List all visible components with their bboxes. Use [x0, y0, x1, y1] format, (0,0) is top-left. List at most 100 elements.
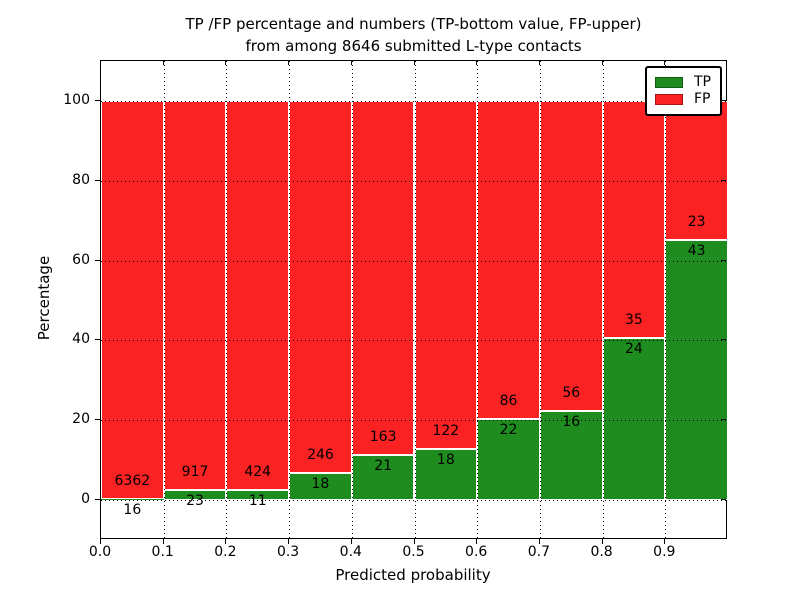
y-tickmark-left: [95, 499, 100, 501]
tp-count-label: 21: [374, 457, 393, 474]
bar-segment-fp: [414, 100, 478, 449]
legend-label-tp: TP: [694, 74, 711, 90]
x-gridline: [665, 61, 667, 538]
y-tickmark-right: [721, 499, 726, 501]
bar-segment-tp: [602, 337, 666, 501]
bar-segment-tp: [289, 472, 352, 501]
x-tick-label: 0.8: [590, 544, 613, 560]
x-tick-label: 0.7: [527, 544, 551, 560]
x-axis-title: Predicted probability: [335, 566, 491, 584]
tp-count-label: 23: [186, 493, 204, 510]
x-tickmark-top: [476, 61, 478, 65]
bar-segment-fp: [289, 100, 352, 473]
fp-count-label: 86: [499, 392, 518, 409]
bar-segment-tp: [414, 448, 478, 501]
y-tick-label: 100: [63, 91, 90, 108]
x-gridline: [163, 61, 165, 538]
x-gridline: [289, 61, 291, 538]
fp-count-label: 246: [307, 446, 334, 463]
legend: TP FP: [645, 66, 722, 116]
legend-swatch-tp: [655, 77, 683, 88]
y-tick-label: 0: [81, 491, 90, 508]
x-tickmark-top: [664, 61, 666, 65]
y-tickmark-right: [721, 339, 726, 341]
x-tickmark-bottom: [476, 539, 478, 544]
grid-layer: [101, 61, 726, 538]
chart-title-line1: TP /FP percentage and numbers (TP-bottom…: [185, 15, 642, 33]
x-tickmark-top: [288, 61, 290, 65]
chart-title-line2: from among 8646 submitted L-type contact…: [245, 37, 582, 55]
y-tickmark-right: [721, 179, 726, 181]
y-tickmark-left: [95, 419, 100, 421]
y-axis-title: Percentage: [35, 255, 53, 341]
x-tickmark-top: [350, 61, 352, 65]
x-tickmark-bottom: [225, 539, 227, 544]
tp-count-label: 43: [687, 243, 706, 260]
fp-count-label: 917: [181, 464, 209, 481]
bar-segment-tp: [665, 240, 728, 501]
y-gridline: [101, 420, 726, 422]
y-gridline: [101, 180, 726, 182]
x-tickmark-bottom: [664, 539, 666, 544]
x-tick-label: 0.3: [276, 544, 300, 560]
bar-segment-fp: [477, 100, 540, 419]
fp-count-label: 35: [625, 311, 643, 328]
x-tick-label: 0.2: [214, 544, 237, 560]
x-tickmark-bottom: [350, 539, 352, 544]
x-gridline: [602, 61, 604, 538]
legend-entry-fp: FP: [655, 92, 711, 107]
fp-count-label: 424: [244, 463, 272, 480]
bar-segment-fp: [163, 100, 227, 491]
y-tickmark-right: [721, 99, 726, 101]
bar-segment-fp: [602, 100, 666, 338]
y-tickmark-left: [95, 259, 100, 261]
y-gridline: [101, 340, 726, 342]
bar-segment-tp: [539, 411, 603, 501]
fp-count-label: 6362: [114, 473, 151, 490]
x-tickmark-top: [162, 61, 164, 65]
tp-count-label: 16: [123, 502, 142, 519]
y-tick-label: 40: [72, 331, 90, 348]
x-tickmark-bottom: [538, 539, 540, 544]
x-tick-label: 0.6: [465, 544, 488, 560]
bar-segment-fp: [226, 100, 290, 490]
y-tick-label: 60: [72, 251, 90, 268]
y-tickmark-left: [95, 179, 100, 181]
y-tick-label: 20: [72, 411, 90, 428]
x-tick-label: 0.5: [402, 544, 425, 560]
y-tickmark-right: [721, 419, 726, 421]
x-gridline: [477, 61, 479, 538]
x-tick-label: 0.4: [339, 544, 362, 560]
x-gridline: [414, 61, 416, 538]
legend-entry-tp: TP: [655, 75, 711, 90]
fp-count-label: 163: [369, 428, 397, 445]
fp-count-label: 23: [687, 214, 706, 231]
x-tick-label: 0.0: [88, 544, 112, 560]
tp-count-label: 16: [562, 414, 581, 431]
bar-segment-fp: [101, 100, 164, 500]
x-tickmark-top: [538, 61, 540, 65]
y-tickmark-right: [721, 259, 726, 261]
y-tick-label: 80: [72, 171, 90, 188]
x-gridline: [539, 61, 541, 538]
legend-label-fp: FP: [694, 91, 711, 107]
bar-segment-fp: [351, 100, 415, 455]
x-gridline: [351, 61, 353, 538]
y-tickmark-left: [95, 99, 100, 101]
bar-count-labels-layer: 6362 16 917 23 424 11 246 18 163 21 122 18 86 22 56 16 3…: [101, 61, 726, 538]
x-tickmark-top: [225, 61, 227, 65]
y-gridline: [101, 100, 726, 102]
bar-segment-tp: [101, 499, 164, 501]
x-tickmark-top: [601, 61, 603, 65]
fp-count-label: 122: [432, 422, 460, 439]
x-tick-label: 0.9: [653, 544, 676, 560]
bar-segment-fp: [539, 100, 603, 412]
x-tickmark-top: [413, 61, 415, 65]
x-tickmark-bottom: [100, 539, 101, 544]
legend-swatch-fp: [655, 94, 683, 105]
y-tickmark-left: [95, 339, 100, 341]
tp-count-label: 11: [248, 492, 267, 509]
x-gridline: [226, 61, 228, 538]
x-tickmark-bottom: [413, 539, 415, 544]
